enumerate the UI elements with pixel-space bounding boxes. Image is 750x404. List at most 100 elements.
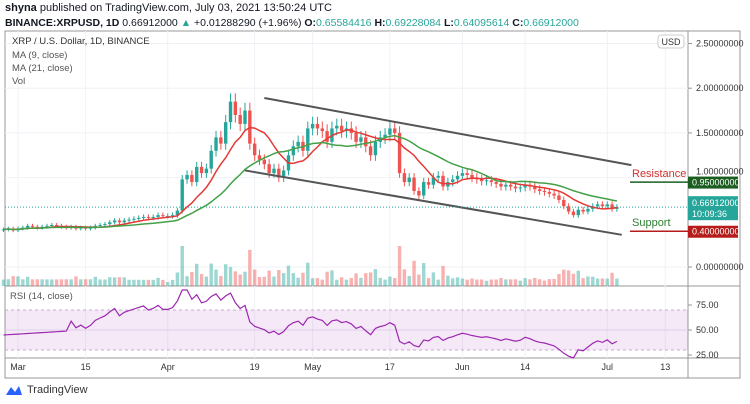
volume-bar [190,271,194,286]
volume-bar [79,279,83,286]
resistance-label: Resistance [632,168,686,180]
candle-body [479,179,484,182]
volume-bar [204,276,209,286]
candle-body [151,216,155,218]
candle-body [422,182,426,196]
volume-bar [25,276,30,286]
candle-body [190,174,194,183]
channel-upper-line [264,97,632,167]
last-price-value: 0.66912000 [692,198,740,208]
volume-bar [59,279,64,286]
price-tick-label: 2.00000000 [696,83,744,93]
volume-bar [547,279,551,286]
candle-body [310,123,315,129]
volume-bar [436,279,440,286]
volume-bar [489,279,494,286]
candle-body [417,191,421,196]
volume-bar [108,277,112,286]
candle-body [465,173,469,175]
candle-body [504,184,508,187]
chart-frame [4,30,741,379]
volume-bar [388,276,392,286]
volume-bar [586,276,590,286]
candle-body [489,180,494,183]
volume-bar [103,279,107,286]
candle-body [407,177,411,183]
candle-body [228,101,233,123]
volume-bar [455,277,460,286]
volume-bar [267,270,271,286]
candle-body [460,173,465,176]
volume-bar [542,280,547,286]
volume-bar [45,279,49,286]
volume-bar [591,276,595,286]
author: shyna [5,2,37,14]
candle-body [45,225,49,227]
candle-body [455,175,460,180]
volume-bar [504,279,508,286]
volume-bar [93,276,97,286]
volume-bar [30,279,35,286]
volume-bar [339,277,344,286]
x-tick-label: 13 [660,362,670,372]
volume-bar [291,273,296,286]
volume-bar [277,270,281,286]
volume-bar [426,278,431,286]
close: 0.66912000 [523,17,579,29]
volume-bar [605,278,609,286]
candle-body [542,191,547,193]
volume-bar [412,260,416,286]
resistance-value: 0.95000000 [692,178,740,188]
volume-bar [470,278,474,286]
candle-body [296,141,300,147]
x-tick-label: 15 [81,362,91,372]
volume-bar [35,279,40,286]
volume-bar [156,277,160,286]
candle-body [354,132,358,142]
candle-body [238,115,242,124]
volume-bar [368,272,373,286]
candle-body [470,174,474,178]
candle-body [132,218,136,220]
candle-body [252,143,257,156]
support-tag [688,225,738,238]
volume-bar [112,277,117,286]
volume-bar [151,279,155,286]
resistance-tag [688,176,738,189]
candle-body [581,209,585,212]
volume-bar [223,264,228,286]
volume-bar [54,279,59,286]
legend-title: XRP / U.S. Dollar, 1D, BINANCE [12,36,150,47]
countdown: 10:09:36 [692,209,727,219]
candle-body [127,219,131,221]
candle-body [25,225,30,228]
candle-body [537,189,542,192]
candle-body [146,216,151,218]
volume-bar [122,277,126,286]
candle-body [185,174,189,180]
rsi-tick-label: 75.00 [696,300,719,310]
volume-bar [349,278,353,286]
x-tick-label: 14 [520,362,530,372]
volume-bar [508,279,513,286]
candle-body [431,177,436,185]
volume-bar [397,246,402,286]
volume-bar [422,263,426,286]
candle-body [566,206,571,212]
volume-bar [219,275,223,286]
o-label: O: [304,17,317,29]
volume-bar [364,273,368,286]
candle-body [412,177,416,192]
volume-bar [243,271,247,286]
volume-bar [523,278,527,286]
candle-body [117,220,122,223]
volume-bar [228,267,233,286]
price-tick-label: 1.50000000 [696,128,744,138]
volume-bar [615,278,619,286]
volume-bar [40,279,44,286]
x-tick-label: 19 [250,362,260,372]
low: 0.64095614 [453,17,510,29]
candle-body [103,224,107,226]
candle-body [223,122,228,144]
